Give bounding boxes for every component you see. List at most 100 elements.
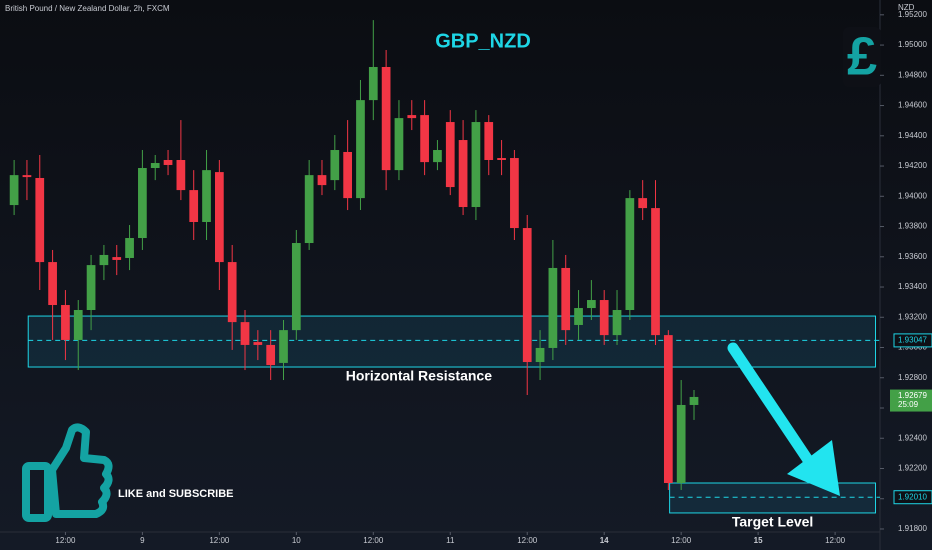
candle-body — [484, 122, 494, 160]
y-tick-label: 1.94000 — [898, 191, 927, 200]
x-tick-label: 12:00 — [825, 536, 846, 545]
candle-body — [651, 208, 660, 336]
y-tick-label: 1.92200 — [898, 464, 927, 473]
candle-body — [317, 175, 327, 186]
candle-body — [304, 175, 314, 244]
candle-body — [125, 238, 134, 258]
y-axis-label: NZD — [898, 3, 915, 12]
candle-body — [433, 150, 442, 163]
candle-body — [138, 168, 147, 239]
chart-header: British Pound / New Zealand Dollar, 2h, … — [5, 4, 170, 13]
candle-body — [612, 310, 622, 336]
level-tag-label: 1.92010 — [898, 492, 927, 501]
candle-body — [240, 322, 250, 345]
x-tick-label: 12:00 — [517, 536, 538, 545]
candle-body — [548, 267, 558, 348]
candle-body — [394, 118, 404, 171]
y-tick-label: 1.92400 — [898, 433, 927, 442]
candle-body — [407, 115, 417, 119]
candle-body — [587, 300, 596, 309]
candle-body — [471, 122, 481, 208]
candle-body — [343, 151, 352, 199]
y-tick-label: 1.91800 — [898, 524, 927, 533]
y-tick-label: 1.94200 — [898, 161, 927, 170]
y-tick-label: 1.94400 — [898, 131, 927, 140]
y-tick-label: 1.95000 — [898, 40, 927, 49]
candle-body — [381, 66, 391, 171]
x-tick-label: 9 — [140, 536, 145, 545]
candle-body — [9, 175, 19, 206]
candle-body — [689, 396, 699, 405]
zone — [669, 482, 877, 514]
x-tick-label: 14 — [600, 536, 609, 545]
target-arrow — [727, 342, 840, 496]
candle-body — [330, 150, 340, 181]
candle-body — [420, 115, 429, 163]
candle-body — [22, 175, 32, 178]
y-tick-label: 1.95200 — [898, 10, 927, 19]
candle-body — [189, 190, 199, 222]
candle-body — [522, 228, 532, 363]
candle-body — [574, 308, 583, 325]
countdown-label: 25:09 — [898, 400, 919, 409]
currency-icon: £ — [847, 26, 877, 86]
candle-body — [227, 262, 237, 323]
level-tag-label: 1.93047 — [898, 336, 927, 345]
y-tick-label: 1.94600 — [898, 101, 927, 110]
x-tick-label: 12:00 — [363, 536, 384, 545]
candle-body — [176, 159, 186, 191]
candle-body — [638, 198, 648, 209]
level-tag — [893, 333, 932, 348]
candle-body — [163, 159, 173, 165]
zone — [27, 315, 877, 368]
current-price-label: 1.92679 — [898, 391, 927, 400]
candle-body — [535, 347, 545, 363]
candle-body — [73, 310, 83, 340]
candle-body — [497, 158, 506, 160]
x-tick-label: 12:00 — [209, 536, 230, 545]
y-tick-label: 1.93800 — [898, 222, 927, 231]
candle-body — [663, 335, 673, 484]
thumbs-up-icon — [22, 423, 113, 522]
candle-body — [35, 177, 45, 263]
candle-body — [458, 140, 468, 208]
candle-body — [510, 158, 519, 229]
x-tick-label: 10 — [292, 536, 301, 545]
y-tick-label: 1.92800 — [898, 373, 927, 382]
candle-body — [291, 243, 301, 331]
x-tick-label: 12:00 — [55, 536, 76, 545]
candle-body — [561, 267, 571, 331]
candle-body — [676, 404, 686, 484]
candles — [9, 20, 699, 490]
chart-title: GBP_NZD — [435, 30, 531, 52]
candle-body — [279, 330, 288, 363]
candle-body — [266, 344, 276, 366]
candle-body — [368, 66, 378, 101]
candle-body — [48, 262, 57, 306]
level-tag — [893, 490, 932, 505]
y-tick-label: 1.93400 — [898, 282, 927, 291]
candle-body — [150, 163, 160, 169]
candle-body — [625, 198, 635, 311]
current-price-tag — [890, 389, 932, 412]
currency-icon-bg — [843, 27, 881, 87]
candle-body — [99, 254, 109, 266]
candle-body — [214, 172, 224, 263]
candle-body — [61, 305, 70, 340]
candle-body — [112, 257, 122, 260]
candle-body — [356, 100, 365, 199]
candle-body — [445, 122, 455, 188]
x-tick-label: 12:00 — [671, 536, 692, 545]
zone-label: Horizontal Resistance — [346, 368, 492, 384]
candle-body — [86, 265, 96, 311]
x-tick-label: 15 — [754, 536, 763, 545]
y-tick-label: 1.93200 — [898, 312, 927, 321]
cta-text: LIKE and SUBSCRIBE — [118, 488, 234, 500]
y-tick-label: 1.94800 — [898, 70, 927, 79]
zone-label: Target Level — [732, 514, 813, 530]
candle-body — [253, 342, 263, 345]
y-tick-label: 1.93600 — [898, 252, 927, 261]
axes: 1.918001.920001.922001.924001.926001.928… — [55, 10, 932, 545]
